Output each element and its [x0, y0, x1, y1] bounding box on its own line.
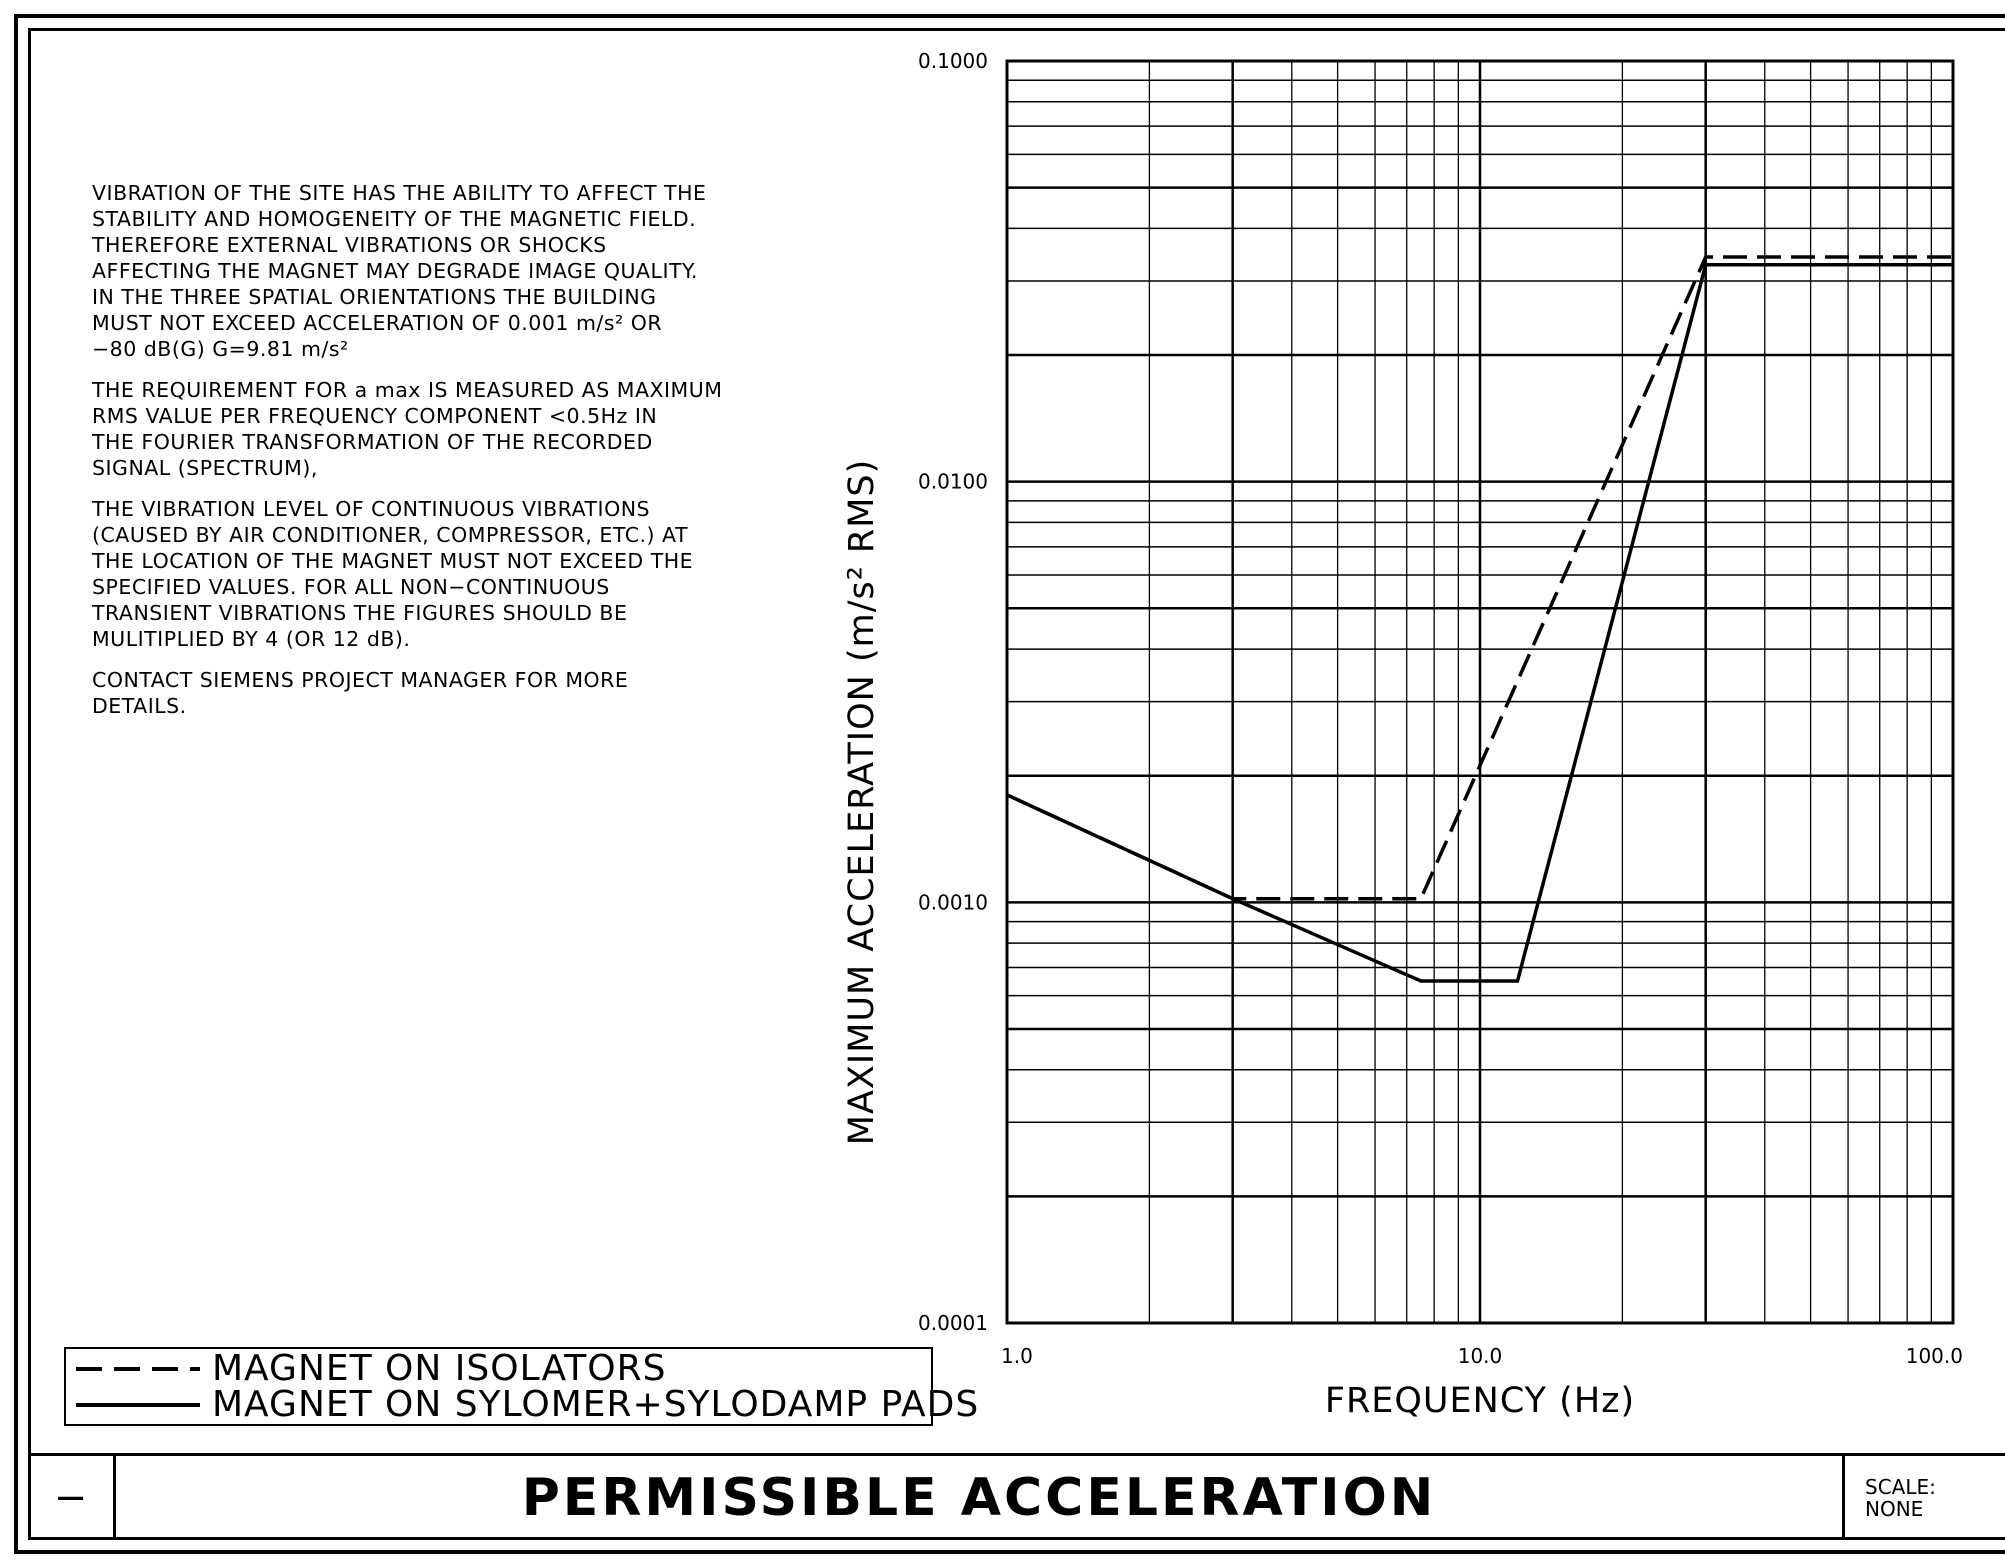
legend-item-isolators: MAGNET ON ISOLATORS	[76, 1351, 666, 1387]
x-tick-label: 100.0	[1906, 1344, 1963, 1368]
y-tick-label: 0.0010	[918, 890, 988, 914]
legend-label-isolators: MAGNET ON ISOLATORS	[212, 1348, 667, 1389]
note-paragraph-2: THE REQUIREMENT FOR a max IS MEASURED AS…	[92, 378, 723, 480]
drawing-title: PERMISSIBLE ACCELERATION	[521, 1468, 1437, 1528]
legend-label-sylomer: MAGNET ON SYLOMER+SYLODAMP PADS	[212, 1384, 980, 1425]
chart-tick-labels: 1.0 10.0 100.0 0.1000 0.0100 0.0010 0.0001	[918, 49, 1963, 1368]
scale-box: SCALE: NONE	[1865, 1476, 1936, 1520]
notes-block: VIBRATION OF THE SITE HAS THE ABILITY TO…	[92, 180, 792, 734]
series-line-sylomer	[1006, 262, 1953, 983]
solid-line-swatch	[76, 1403, 200, 1407]
x-tick-label: 10.0	[1458, 1344, 1503, 1368]
title-block-separator-left	[113, 1453, 116, 1540]
chart-series	[1006, 255, 1953, 983]
y-tick-label: 0.1000	[918, 49, 988, 73]
x-tick-label: 1.0	[1001, 1344, 1033, 1368]
scale-label: SCALE:	[1865, 1475, 1936, 1499]
scale-value: NONE	[1865, 1497, 1924, 1521]
legend-item-sylomer: MAGNET ON SYLOMER+SYLODAMP PADS	[76, 1387, 979, 1423]
title-block-divider	[28, 1453, 2005, 1456]
y-tick-label: 0.0001	[918, 1311, 988, 1335]
x-axis-label: FREQUENCY (Hz)	[1325, 1381, 1635, 1421]
revision-mark: −	[53, 1475, 88, 1521]
plot-frame	[1005, 59, 1955, 1325]
y-tick-label: 0.0100	[918, 470, 988, 494]
title-block-separator-right	[1842, 1453, 1845, 1540]
drawing-border	[14, 14, 2005, 1554]
y-axis-label: MAXIMUM ACCELERATION (m/s² RMS)	[842, 459, 882, 1146]
note-paragraph-3: THE VIBRATION LEVEL OF CONTINUOUS VIBRAT…	[92, 497, 694, 651]
note-paragraph-1: VIBRATION OF THE SITE HAS THE ABILITY TO…	[92, 181, 707, 361]
drawing-inner-border	[28, 28, 2005, 1540]
note-paragraph-4: CONTACT SIEMENS PROJECT MANAGER FOR MORE…	[92, 668, 629, 718]
chart-legend: MAGNET ON ISOLATORS MAGNET ON SYLOMER+SY…	[64, 1347, 978, 1426]
dashed-line-swatch	[76, 1367, 200, 1371]
